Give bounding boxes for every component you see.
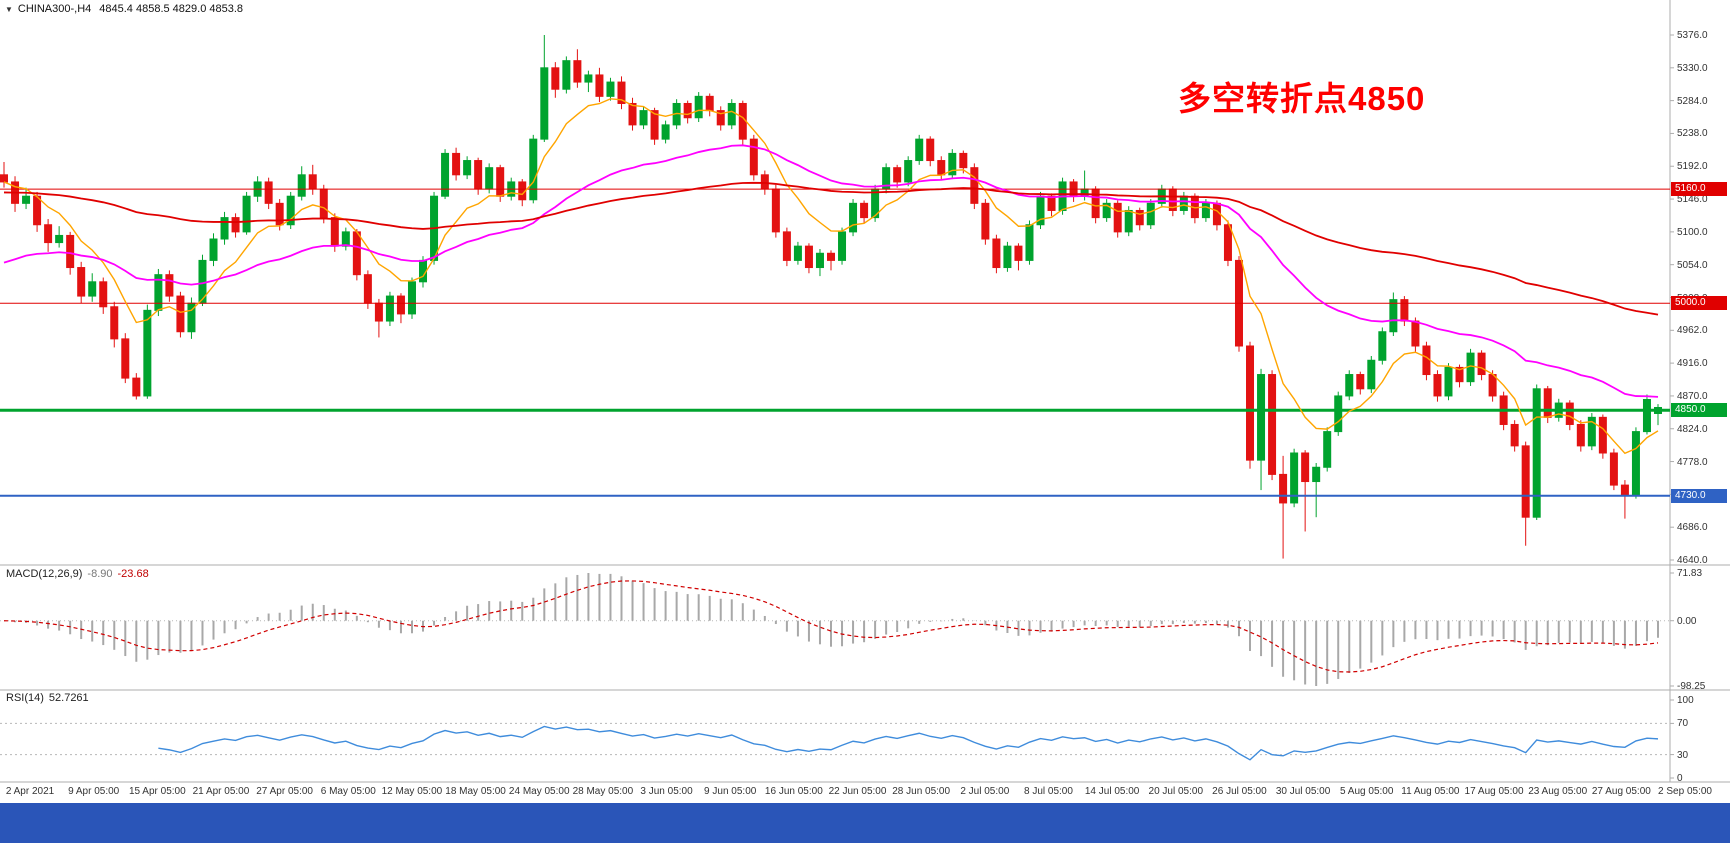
time-axis-label: 12 May 05:00 <box>381 786 443 797</box>
ohlc-values: 4845.4 4858.5 4829.0 4853.8 <box>99 3 244 15</box>
hline-price-tag[interactable]: 4730.0 <box>1671 488 1727 503</box>
ma-slow-line <box>3 181 1659 316</box>
time-axis-label: 3 Jun 05:00 <box>640 786 693 797</box>
symbol-timeframe-label: CHINA300-,H4 <box>17 3 92 15</box>
candlesticks <box>0 35 1662 559</box>
scale-label: 5192.0 <box>1677 161 1708 173</box>
time-axis-label: 22 Jun 05:00 <box>828 786 887 797</box>
ma-fast-line <box>3 98 1659 455</box>
time-axis-label: 5 Aug 05:00 <box>1340 786 1394 797</box>
scale-label: 30 <box>1677 749 1689 761</box>
scale-label: 4640.0 <box>1677 555 1708 566</box>
time-axis-label: 27 Apr 05:00 <box>256 786 313 797</box>
macd-main-value: -8.90 <box>87 568 113 580</box>
scale-label: 70 <box>1677 718 1689 730</box>
scale-label: 4824.0 <box>1677 423 1708 435</box>
time-axis-label: 30 Jul 05:00 <box>1275 786 1331 797</box>
time-axis-label: 15 Apr 05:00 <box>128 786 186 797</box>
annotation-text[interactable]: 多空转折点4850 <box>1178 80 1426 117</box>
bottom-bar <box>0 803 1730 843</box>
time-axis-label: 2 Sep 05:00 <box>1658 786 1712 797</box>
time-axis[interactable]: 2 Apr 2021 9 Apr 05:00 15 Apr 05:00 21 Apr … <box>0 786 1730 802</box>
scale-label: 4686.0 <box>1677 522 1708 534</box>
scale-label: 0.00 <box>1677 615 1697 627</box>
rsi-line <box>158 725 1659 761</box>
scale-label: 5330.0 <box>1677 62 1708 74</box>
macd-histogram <box>14 573 1659 686</box>
time-axis-label: 17 Aug 05:00 <box>1464 786 1524 797</box>
time-axis-label: 8 Jul 05:00 <box>1023 786 1073 797</box>
time-axis-label: 23 Aug 05:00 <box>1528 786 1588 797</box>
scale-label: 4962.0 <box>1677 325 1708 337</box>
scale-label: 4778.0 <box>1677 456 1708 468</box>
time-axis-label: 28 May 05:00 <box>572 786 634 797</box>
scale-label: 5376.0 <box>1677 30 1708 41</box>
time-axis-label: 27 Aug 05:00 <box>1591 786 1651 797</box>
scale-label: 100 <box>1677 695 1694 706</box>
ma-mid-line <box>3 144 1659 398</box>
scale-label: 4916.0 <box>1677 358 1708 370</box>
macd-signal-value: -23.68 <box>117 568 149 580</box>
scale-label: 0 <box>1677 773 1683 784</box>
one-click-trading-collapse-icon[interactable]: ▼ <box>5 5 13 14</box>
time-axis-label: 28 Jun 05:00 <box>892 786 951 797</box>
rsi-indicator-label: RSI(14) 52.7261 <box>6 692 89 704</box>
scale-label: 71.83 <box>1677 568 1703 579</box>
hline-price-tag[interactable]: 5000.0 <box>1671 296 1727 311</box>
time-axis-label: 14 Jul 05:00 <box>1084 786 1140 797</box>
hline-price-tag[interactable]: 5160.0 <box>1671 182 1727 197</box>
time-axis-label: 2 Jul 05:00 <box>960 786 1010 797</box>
time-axis-label: 26 Jul 05:00 <box>1212 786 1267 797</box>
scale-label: 5054.0 <box>1677 259 1708 271</box>
macd-name: MACD(12,26,9) <box>6 568 83 580</box>
time-axis-label: 6 May 05:00 <box>320 786 376 797</box>
time-axis-label: 11 Aug 05:00 <box>1401 786 1460 797</box>
rsi-value: 52.7261 <box>48 692 89 704</box>
time-axis-label: 9 Jun 05:00 <box>704 786 757 797</box>
time-axis-label: 16 Jun 05:00 <box>764 786 823 797</box>
scale-label: 4870.0 <box>1677 390 1708 402</box>
time-axis-label: 18 May 05:00 <box>445 786 506 797</box>
hline-price-tag[interactable]: 4850.0 <box>1671 403 1727 418</box>
scale-label: -98.25 <box>1677 681 1706 692</box>
scale-label: 5284.0 <box>1677 95 1708 107</box>
time-axis-label: 9 Apr 05:00 <box>68 786 120 797</box>
macd-indicator-label: MACD(12,26,9) -8.90 -23.68 <box>6 568 149 580</box>
time-axis-label: 21 Apr 05:00 <box>192 786 250 797</box>
scale-label: 5100.0 <box>1677 226 1708 238</box>
chart-header: ▼ CHINA300-,H4 4845.4 4858.5 4829.0 4853.8 <box>5 3 243 15</box>
scale-label: 5146.0 <box>1677 194 1708 206</box>
rsi-name: RSI(14) <box>6 692 44 704</box>
scale-label: 5238.0 <box>1677 128 1708 140</box>
time-axis-label: 20 Jul 05:00 <box>1148 786 1204 797</box>
time-axis-label: 2 Apr 2021 <box>5 786 55 797</box>
time-axis-label: 24 May 05:00 <box>508 786 570 797</box>
macd-signal-line <box>3 580 1659 673</box>
